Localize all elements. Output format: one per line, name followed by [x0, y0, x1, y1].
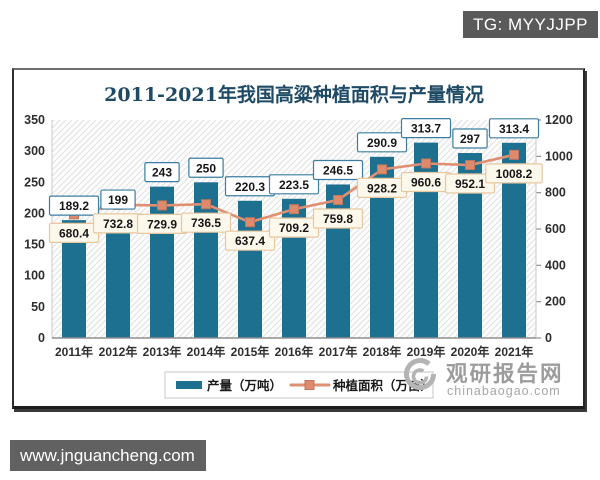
legend-bar-swatch-icon — [176, 381, 202, 389]
x-axis-label: 2018年 — [363, 344, 402, 359]
x-axis-label: 2016年 — [275, 344, 314, 359]
line-marker-2014年 — [201, 199, 211, 210]
x-axis-label: 2021年 — [495, 344, 534, 359]
line-value-2018年: 928.2 — [367, 181, 397, 195]
bar-value-2017年: 246.5 — [323, 163, 353, 177]
line-value-2015年-box — [224, 230, 276, 251]
tg-label: TG: MYYJJPP — [463, 11, 598, 38]
line-value-2011年: 680.4 — [59, 226, 89, 240]
x-axis-label: 2011年 — [55, 344, 93, 359]
line-value-2012年: 732.8 — [103, 217, 133, 231]
right-axis-tick-label: 400 — [545, 258, 566, 272]
right-axis-tick-label: 800 — [545, 186, 566, 200]
line-marker-2019年 — [421, 158, 431, 169]
plot-area: 0 50 100 150 200 250 300 350 0 200 400 600 800 1000 12… — [24, 113, 573, 359]
bar-value-2014年-box — [188, 157, 224, 178]
line-value-2021年: 1008.2 — [496, 167, 533, 181]
legend: 产量（万吨） 种植面积（万亩） — [164, 371, 434, 399]
line-value-2016年: 709.2 — [279, 221, 309, 235]
line-marker-2016年 — [289, 204, 299, 215]
bar-value-2013年: 243 — [152, 166, 172, 180]
x-axis-label: 2014年 — [187, 344, 226, 359]
bar-value-2018年-box — [356, 132, 408, 153]
chart-title: 2011-2021年我国高粱种植面积与产量情况 — [104, 83, 484, 106]
left-axis-tick-label: 50 — [31, 300, 45, 314]
bar-value-2019年-box — [400, 118, 452, 139]
right-axis-tick-label: 1000 — [545, 149, 573, 163]
line-marker-2017年 — [333, 194, 343, 205]
line-value-2014年: 736.5 — [191, 216, 221, 230]
right-axis-tick-label: 600 — [545, 222, 566, 236]
bar-2013年 — [150, 186, 174, 338]
bar-value-2020年: 297 — [460, 132, 480, 146]
left-axis-tick-label: 0 — [38, 331, 45, 345]
x-axis-label: 2015年 — [231, 344, 270, 359]
x-axis-label: 2020年 — [451, 344, 490, 359]
legend-bar-label: 产量（万吨） — [207, 378, 282, 393]
bar-value-2016年: 223.5 — [279, 178, 309, 192]
bar-value-2020年-box — [452, 128, 488, 149]
bar-value-2013年-box — [144, 162, 180, 183]
left-axis-tick-label: 350 — [24, 113, 45, 127]
bar-value-2014年: 250 — [196, 161, 216, 175]
line-value-2015年: 637.4 — [235, 234, 265, 248]
right-axis-tick-label: 200 — [545, 295, 566, 309]
bar-value-2021年: 313.4 — [499, 122, 529, 136]
bar-value-2012年: 199 — [108, 193, 128, 207]
x-axis-label: 2019年 — [407, 344, 446, 359]
bar-2017年 — [326, 184, 350, 338]
bar-value-2018年: 290.9 — [367, 136, 397, 150]
line-value-2017年: 759.8 — [323, 212, 353, 226]
bar-2012年 — [106, 214, 130, 338]
bar-value-2011年: 189.2 — [59, 199, 89, 213]
line-marker-2015年 — [245, 217, 255, 228]
watermark-swirl-icon — [404, 358, 437, 391]
bar-value-2017年-box — [312, 159, 364, 181]
line-value-2020年-box — [444, 173, 496, 194]
left-axis-tick-label: 300 — [24, 144, 45, 158]
x-axis-label: 2017年 — [319, 344, 358, 359]
legend-line-marker-icon — [304, 380, 315, 390]
x-axis-label: 2013年 — [143, 344, 182, 359]
x-axis-label: 2012年 — [99, 344, 138, 359]
right-axis-tick-label: 0 — [545, 331, 552, 345]
bar-value-2011年-box — [48, 195, 100, 216]
watermark-domain: chinabaogao.com — [447, 384, 561, 398]
bar-value-2021年-box — [488, 118, 540, 139]
watermark-brand: 观研报告网 — [446, 362, 564, 386]
left-axis-tick-label: 100 — [24, 269, 45, 283]
left-axis-tick-label: 250 — [24, 175, 45, 189]
bar-value-2015年: 220.3 — [235, 180, 265, 194]
left-axis-tick-label: 200 — [24, 206, 45, 220]
line-value-2017年-box — [312, 208, 364, 229]
watermark: 观研报告网 chinabaogao.com — [404, 358, 564, 398]
line-value-2020年: 952.1 — [455, 177, 485, 191]
bar-value-2016年-box — [268, 174, 320, 195]
line-value-2021年-box — [485, 163, 543, 184]
bar-value-2019年: 313.7 — [411, 122, 441, 136]
line-value-2013年: 729.9 — [147, 217, 177, 231]
watermark-swirl-inner-icon — [411, 368, 429, 385]
right-axis-tick-label: 1200 — [545, 113, 573, 127]
line-value-2019年: 960.6 — [411, 175, 441, 189]
site-url-bar: www.jnguancheng.com — [10, 440, 206, 471]
left-axis-tick-label: 150 — [24, 238, 45, 252]
line-marker-2021年 — [509, 149, 519, 160]
bar-value-2012年-box — [100, 189, 136, 210]
line-marker-2013年 — [157, 200, 167, 211]
line-marker-2018年 — [377, 164, 387, 175]
line-marker-2020年 — [465, 160, 475, 171]
line-value-2014年-box — [180, 212, 232, 233]
